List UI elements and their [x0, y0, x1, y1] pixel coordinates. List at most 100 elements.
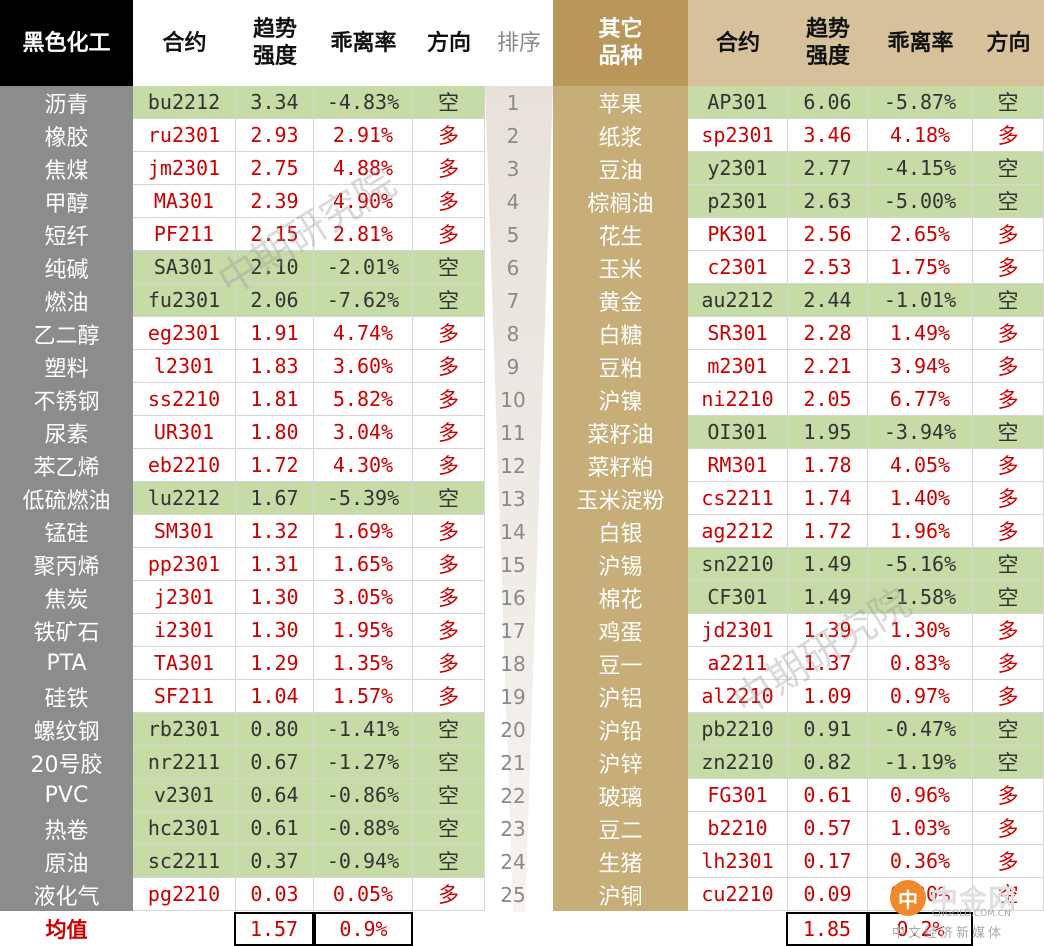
right-trend-cell: 2.21: [788, 350, 868, 383]
left-direction-cell: 多: [413, 119, 485, 152]
left-deviation-cell: 5.82%: [314, 383, 413, 416]
rank-column-wedge: [485, 86, 553, 912]
rank-cell: 3: [506, 156, 520, 181]
header-right-trend-label: 趋势 强度: [805, 17, 850, 69]
left-trend-cell: 2.06: [236, 284, 314, 317]
right-trend-cell: 0.57: [788, 812, 868, 845]
right-contract-cell: jd2301: [688, 614, 788, 647]
right-trend-cell: 1.74: [788, 482, 868, 515]
right-trend-cell: 0.17: [788, 845, 868, 878]
left-contract-cell: ru2301: [133, 119, 236, 152]
right-contract-cell: zn2210: [688, 746, 788, 779]
left-trend-cell: 1.29: [236, 647, 314, 680]
left-name-cell: 乙二醇: [0, 317, 133, 350]
left-deviation-cell: -2.01%: [314, 251, 413, 284]
left-direction-cell: 空: [413, 713, 485, 746]
left-name-cell: 20号胶: [0, 746, 133, 779]
footer-right-trend-avg-value: 1.85: [802, 917, 852, 941]
rank-cell: 12: [500, 453, 526, 478]
left-deviation-cell: 2.81%: [314, 218, 413, 251]
left-contract-cell: fu2301: [133, 284, 236, 317]
left-contract-cell: SA301: [133, 251, 236, 284]
left-deviation-cell: -4.83%: [314, 86, 413, 119]
right-deviation-cell: 0.36%: [868, 845, 973, 878]
right-name-cell: 菜籽油: [553, 416, 688, 449]
left-deviation-cell: 1.95%: [314, 614, 413, 647]
header-left-direction-label: 方向: [426, 30, 471, 56]
right-trend-cell: 1.95: [788, 416, 868, 449]
footer-right-dev-avg-value: 0.2%: [896, 917, 945, 941]
right-direction-cell: 空: [973, 284, 1044, 317]
right-direction-cell: 空: [973, 548, 1044, 581]
right-direction-cell: 多: [973, 449, 1044, 482]
right-deviation-cell: 4.05%: [868, 449, 973, 482]
header-left-direction: 方向: [413, 0, 485, 86]
left-trend-cell: 2.39: [236, 185, 314, 218]
left-direction-cell: 空: [413, 845, 485, 878]
right-name-cell: 豆油: [553, 152, 688, 185]
left-direction-cell: 空: [413, 812, 485, 845]
rank-cell: 25: [500, 882, 526, 907]
right-name-cell: 沪铜: [553, 878, 688, 911]
right-deviation-cell: 1.96%: [868, 515, 973, 548]
left-name-cell: 原油: [0, 845, 133, 878]
left-direction-cell: 多: [413, 416, 485, 449]
right-direction-cell: 多: [973, 251, 1044, 284]
right-direction-cell: 多: [973, 779, 1044, 812]
right-direction-cell: 多: [973, 383, 1044, 416]
left-direction-cell: 空: [413, 86, 485, 119]
right-contract-cell: c2301: [688, 251, 788, 284]
left-deviation-cell: -5.39%: [314, 482, 413, 515]
header-left-deviation-label: 乖离率: [330, 30, 397, 56]
left-contract-cell: eg2301: [133, 317, 236, 350]
right-trend-cell: 2.56: [788, 218, 868, 251]
right-name-cell: 玻璃: [553, 779, 688, 812]
header-right-direction-label: 方向: [986, 30, 1031, 56]
left-contract-cell: nr2211: [133, 746, 236, 779]
left-direction-cell: 多: [413, 548, 485, 581]
right-direction-cell: 空: [973, 746, 1044, 779]
header-left-contract: 合约: [133, 0, 236, 86]
header-rank: 排序: [485, 0, 553, 86]
right-name-cell: 棉花: [553, 581, 688, 614]
left-trend-cell: 0.64: [236, 779, 314, 812]
right-direction-cell: 空: [973, 152, 1044, 185]
header-left-category-label: 黑色化工: [22, 30, 111, 56]
right-deviation-cell: -0.47%: [868, 713, 973, 746]
left-direction-cell: 多: [413, 680, 485, 713]
left-trend-cell: 0.03: [236, 878, 314, 911]
left-direction-cell: 空: [413, 284, 485, 317]
left-direction-cell: 空: [413, 251, 485, 284]
right-contract-cell: OI301: [688, 416, 788, 449]
left-direction-cell: 多: [413, 449, 485, 482]
right-name-cell: 玉米: [553, 251, 688, 284]
right-deviation-cell: 0.96%: [868, 779, 973, 812]
rank-cell: 10: [500, 387, 526, 412]
left-deviation-cell: 4.30%: [314, 449, 413, 482]
right-trend-cell: 2.77: [788, 152, 868, 185]
left-contract-cell: rb2301: [133, 713, 236, 746]
right-direction-cell: 多: [973, 647, 1044, 680]
left-contract-cell: i2301: [133, 614, 236, 647]
footer-left-trend-avg-value: 1.57: [249, 917, 299, 941]
left-deviation-cell: 0.05%: [314, 878, 413, 911]
right-trend-cell: 2.63: [788, 185, 868, 218]
left-contract-cell: v2301: [133, 779, 236, 812]
right-direction-cell: 多: [973, 317, 1044, 350]
left-deviation-cell: 4.74%: [314, 317, 413, 350]
rank-cell: 2: [506, 123, 520, 148]
left-direction-cell: 多: [413, 581, 485, 614]
right-direction-cell: 多: [973, 482, 1044, 515]
left-trend-cell: 1.83: [236, 350, 314, 383]
rank-cell: 14: [500, 519, 526, 544]
left-direction-cell: 多: [413, 614, 485, 647]
rank-cell: 9: [506, 354, 520, 379]
header-right-deviation-label: 乖离率: [887, 30, 954, 56]
left-name-cell: PTA: [0, 647, 133, 680]
right-direction-cell: 空: [973, 581, 1044, 614]
rank-cell: 24: [500, 849, 526, 874]
right-contract-cell: lh2301: [688, 845, 788, 878]
right-deviation-cell: 6.77%: [868, 383, 973, 416]
right-contract-cell: y2301: [688, 152, 788, 185]
right-contract-cell: al2210: [688, 680, 788, 713]
